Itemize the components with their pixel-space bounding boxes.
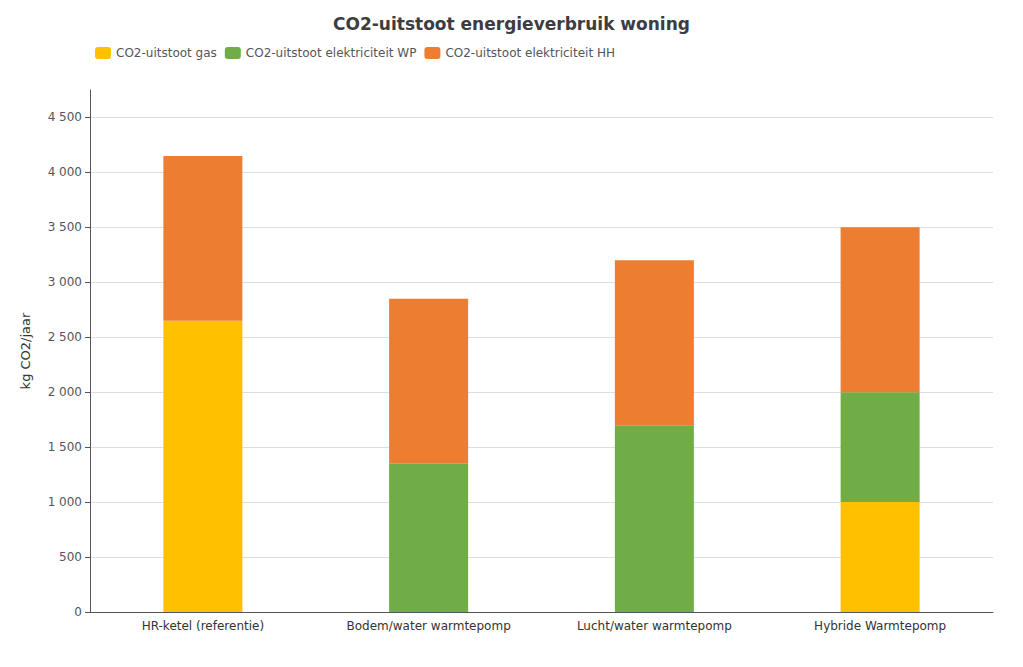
svg-text:1 000: 1 000 [48,495,82,509]
svg-text:4 000: 4 000 [48,165,82,179]
svg-text:1 500: 1 500 [48,440,82,454]
svg-text:4 500: 4 500 [48,110,82,124]
svg-text:Lucht/water warmtepomp: Lucht/water warmtepomp [577,619,732,633]
svg-text:3 500: 3 500 [48,220,82,234]
svg-text:CO2-uitstoot elektriciteit HH: CO2-uitstoot elektriciteit HH [445,46,615,60]
svg-text:2 500: 2 500 [48,330,82,344]
svg-text:HR-ketel (referentie): HR-ketel (referentie) [142,619,264,633]
svg-text:Bodem/water warmtepomp: Bodem/water warmtepomp [347,619,511,633]
svg-text:0: 0 [74,605,82,619]
svg-text:500: 500 [59,550,82,564]
svg-text:2 000: 2 000 [48,385,82,399]
svg-text:3 000: 3 000 [48,275,82,289]
svg-text:CO2-uitstoot elektriciteit WP: CO2-uitstoot elektriciteit WP [246,46,417,60]
svg-text:kg CO2/jaar: kg CO2/jaar [18,312,33,389]
svg-text:CO2-uitstoot energieverbruik w: CO2-uitstoot energieverbruik woning [333,14,690,34]
svg-text:CO2-uitstoot gas: CO2-uitstoot gas [116,46,217,60]
svg-text:Hybride Warmtepomp: Hybride Warmtepomp [814,619,946,633]
